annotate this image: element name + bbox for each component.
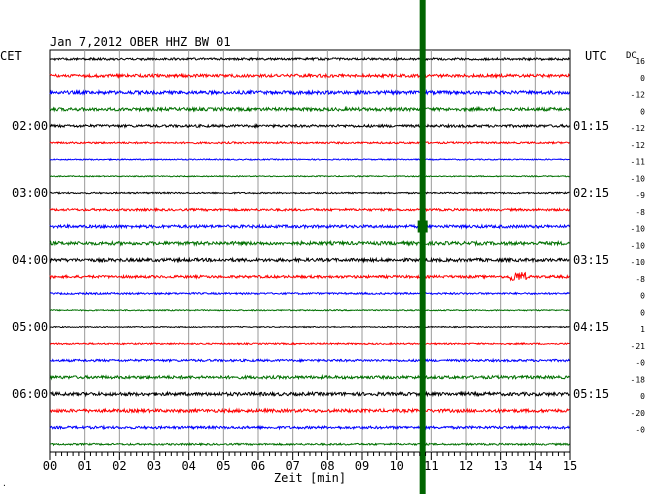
dc-offset-label: -0	[635, 426, 645, 435]
dc-offset-label: 1	[640, 325, 645, 334]
x-tick-label: 12	[459, 459, 473, 473]
x-tick-label: 04	[181, 459, 195, 473]
left-time-label: 03:00	[12, 186, 48, 200]
trace-line	[49, 390, 570, 398]
trace-line	[49, 239, 570, 247]
right-timezone-label: UTC	[585, 49, 607, 63]
x-tick-label: 06	[251, 459, 265, 473]
left-time-label: 04:00	[12, 253, 48, 267]
x-tick-label: 00	[43, 459, 57, 473]
trace-line	[49, 105, 570, 113]
trace-line	[49, 88, 570, 96]
footnote-mark: .	[2, 479, 7, 488]
x-tick-label: 05	[216, 459, 230, 473]
right-time-label: 04:15	[573, 320, 609, 334]
x-tick-label: 09	[355, 459, 369, 473]
x-tick-label: 03	[147, 459, 161, 473]
trace-line	[49, 191, 570, 195]
traces	[49, 56, 570, 447]
dc-offset-label: 0	[640, 392, 645, 401]
dc-offset-label: -12	[631, 91, 646, 100]
x-tick-label: 14	[528, 459, 542, 473]
trace-line	[49, 291, 570, 296]
x-tick-label: 02	[112, 459, 126, 473]
trace-line	[49, 271, 570, 282]
x-tick-label: 08	[320, 459, 334, 473]
dc-offset-label: -0	[635, 359, 645, 368]
trace-line	[49, 223, 570, 230]
trace-line	[49, 56, 570, 62]
right-time-label: 03:15	[573, 253, 609, 267]
trace-line	[49, 357, 570, 364]
dc-offset-label: -12	[631, 124, 646, 133]
trace-line	[49, 123, 570, 129]
dc-offset-label: 0	[640, 107, 645, 116]
dc-offset-label: -9	[635, 191, 645, 200]
dc-offset-label: -10	[631, 241, 646, 250]
x-tick-label: 07	[285, 459, 299, 473]
dc-offset-label: -10	[631, 225, 646, 234]
dc-offset-label: -12	[631, 141, 646, 150]
x-tick-label: 01	[77, 459, 91, 473]
dc-offset-label: -8	[635, 275, 645, 284]
left-time-label: 05:00	[12, 320, 48, 334]
trace-line	[49, 207, 570, 213]
x-axis: 00 01 02 03 04 05 06 07 08 09 10 11 12 13 14 15	[43, 452, 577, 473]
grid	[49, 49, 571, 453]
trace-line	[49, 174, 570, 178]
trace-line	[49, 373, 570, 381]
time-labels: 02:00 03:00 04:00 05:00 06:00 01:15 02:15 03:15…	[12, 57, 645, 435]
left-timezone-label: CET	[0, 49, 22, 63]
dc-offset-label: -8	[635, 208, 645, 217]
trace-line	[49, 424, 570, 431]
dc-offset-label: -18	[631, 375, 646, 384]
chart-title: Jan 7,2012 OBER HHZ BW 01	[50, 35, 231, 49]
left-time-label: 02:00	[12, 119, 48, 133]
dc-offset-label: -10	[631, 258, 646, 267]
dc-offset-label: -20	[631, 409, 646, 418]
right-time-label: 05:15	[573, 387, 609, 401]
dc-offset-label: 0	[640, 292, 645, 301]
dc-offset-label: 0	[640, 308, 645, 317]
trace-line	[49, 140, 570, 145]
trace-line	[49, 256, 570, 264]
right-time-label: 02:15	[573, 186, 609, 200]
left-time-label: 06:00	[12, 387, 48, 401]
x-tick-label: 15	[563, 459, 577, 473]
event-marker	[417, 0, 428, 494]
dc-offset-label: -11	[631, 158, 646, 167]
trace-line	[49, 342, 570, 346]
trace-line	[49, 442, 570, 447]
dc-offset-label: 0	[640, 74, 645, 83]
trace-line	[49, 325, 570, 329]
trace-line	[49, 308, 570, 312]
x-tick-label: 10	[389, 459, 403, 473]
dc-offset-label: -10	[631, 174, 646, 183]
dc-label: DC	[626, 51, 637, 61]
trace-line	[49, 72, 570, 80]
dc-offset-label: -21	[631, 342, 646, 351]
trace-line	[49, 157, 570, 161]
dc-offset-label: 16	[635, 57, 645, 66]
x-tick-label: 13	[493, 459, 507, 473]
event-band	[419, 0, 426, 494]
x-axis-label: Zeit [min]	[274, 471, 346, 485]
trace-line	[49, 407, 570, 415]
x-tick-label: 11	[424, 459, 438, 473]
event-peak	[417, 220, 428, 233]
right-time-label: 01:15	[573, 119, 609, 133]
